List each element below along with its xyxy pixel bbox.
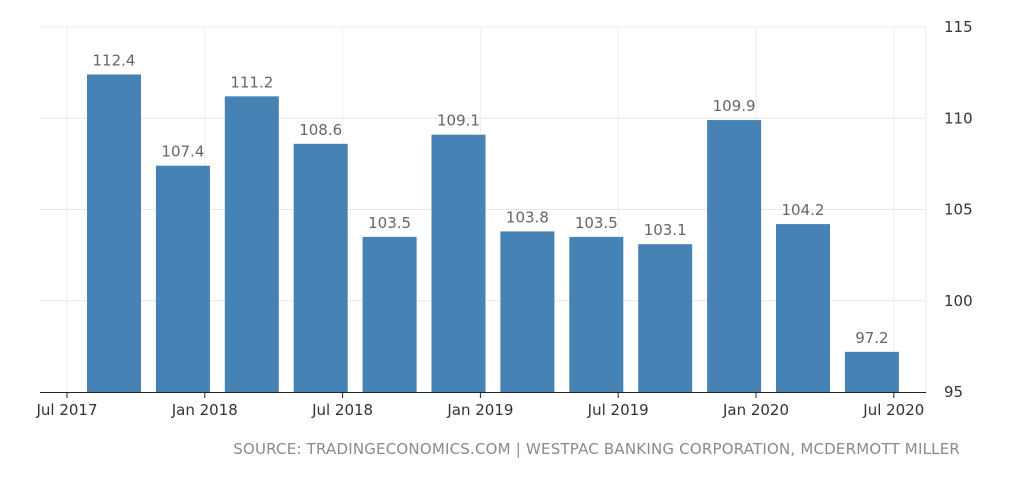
data-label: 109.1 [437, 112, 480, 130]
data-label: 104.2 [782, 201, 825, 219]
bar [431, 134, 486, 393]
data-label: 108.6 [299, 121, 342, 139]
x-tick-label: Jan 2019 [446, 401, 513, 419]
x-tick-label: Jul 2019 [587, 401, 649, 419]
bar [569, 236, 624, 392]
y-tick-label: 100 [944, 292, 973, 310]
bar [707, 120, 762, 392]
data-labels-group: 112.4 107.4 111.2 108.6 103.5 109.1 103.8 103.5… [93, 51, 889, 346]
y-tick-label: 95 [944, 383, 963, 401]
x-tick-label: Jul 2017 [35, 401, 97, 419]
bar [87, 74, 141, 392]
bar [293, 143, 348, 392]
data-label: 103.5 [368, 214, 411, 232]
data-label: 112.4 [93, 51, 136, 69]
data-label: 111.2 [230, 73, 273, 91]
data-label: 103.5 [575, 214, 618, 232]
data-label: 103.8 [506, 208, 549, 226]
x-tick-label: Jul 2020 [862, 401, 924, 419]
bar [844, 351, 899, 392]
bar [155, 165, 210, 392]
x-tick-label: Jan 2020 [722, 401, 789, 419]
y-tick-label: 110 [944, 109, 973, 127]
data-label: 103.1 [644, 221, 687, 239]
bar [362, 236, 417, 392]
x-ticks-group: Jul 2017 Jan 2018 Jul 2018 Jan 2019 Jul 2019… [35, 392, 924, 419]
bars-group [87, 74, 899, 393]
bar [500, 231, 555, 392]
y-ticks-group: 95 100 105 110 115 [944, 18, 973, 401]
data-label: 107.4 [161, 143, 204, 161]
data-label: 97.2 [855, 329, 888, 347]
x-tick-label: Jul 2018 [311, 401, 373, 419]
source-caption: SOURCE: TRADINGECONOMICS.COM | WESTPAC B… [233, 440, 960, 458]
y-tick-label: 105 [944, 201, 973, 219]
bar [638, 244, 693, 392]
bar [224, 96, 279, 392]
bar [776, 224, 830, 392]
data-label: 109.9 [713, 97, 756, 115]
x-tick-label: Jan 2018 [171, 401, 238, 419]
y-tick-label: 115 [944, 18, 973, 36]
